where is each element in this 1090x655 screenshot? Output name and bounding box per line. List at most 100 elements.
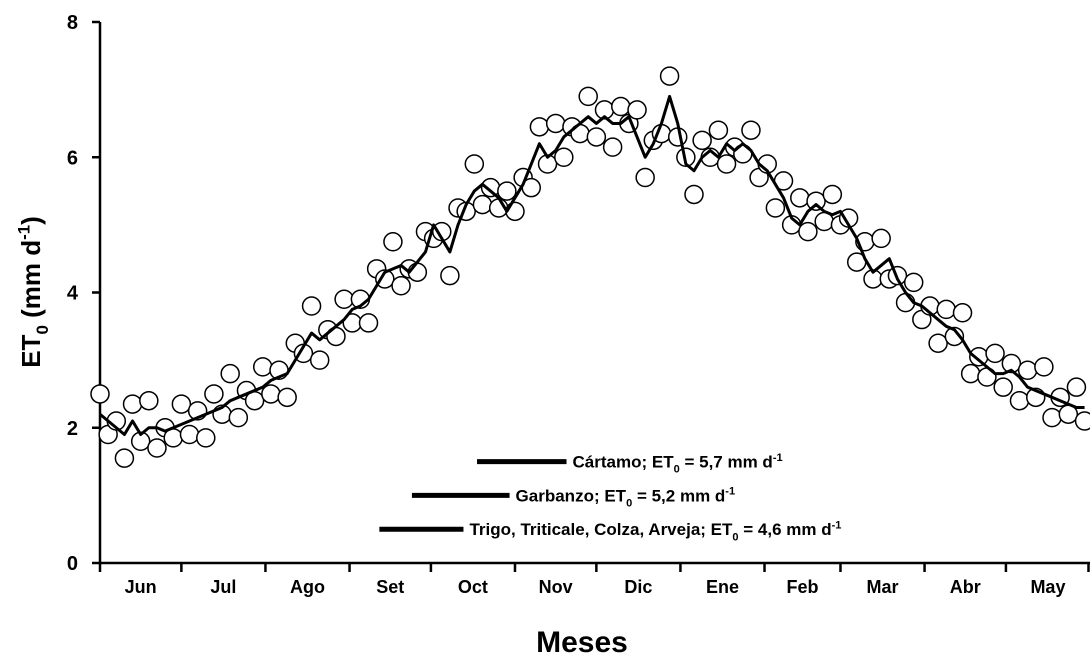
point (505, 201, 525, 222)
point (171, 394, 192, 414)
point (798, 221, 818, 242)
annotation: Cártamo; ET0 = 5,7 mm d-1 (573, 452, 783, 476)
point (684, 184, 704, 205)
text-part: Garbanzo; ET (516, 486, 627, 505)
point (301, 296, 322, 316)
point (993, 377, 1013, 397)
point (1001, 353, 1022, 374)
point (1074, 411, 1090, 431)
point (464, 154, 485, 174)
point (952, 303, 973, 323)
text-sub: 0 (626, 497, 632, 509)
point (472, 194, 493, 215)
point (790, 188, 810, 208)
point (497, 181, 517, 201)
text-sup: -1 (832, 519, 842, 531)
point (741, 120, 761, 140)
x-tick-label: Abr (950, 577, 981, 597)
point (220, 363, 240, 384)
point (277, 387, 297, 408)
x-tick-label: Ene (706, 577, 739, 597)
annotation: Trigo, Triticale, Colza, Arveja; ET0 = 4… (469, 519, 841, 543)
point (611, 96, 631, 117)
point (871, 228, 891, 249)
point (90, 384, 110, 404)
point (1017, 360, 1038, 381)
x-tick-label: Set (376, 577, 404, 597)
x-tick-label: Dic (624, 577, 652, 597)
x-tick-label: May (1030, 577, 1065, 597)
point (903, 272, 924, 293)
point (204, 384, 224, 404)
x-tick-label: Ago (290, 577, 325, 597)
point (1042, 407, 1062, 428)
x-tick-label: Jul (210, 577, 236, 597)
point (529, 117, 550, 137)
point (928, 333, 948, 353)
annotation: Garbanzo; ET0 = 5,2 mm d-1 (516, 486, 736, 510)
point (391, 275, 411, 296)
text-sup: -1 (15, 225, 34, 240)
x-tick-label: Feb (786, 577, 818, 597)
text-sup: -1 (725, 486, 735, 498)
point (545, 113, 566, 134)
point (960, 363, 981, 384)
point (578, 86, 598, 107)
point (985, 343, 1005, 364)
x-tick-label: Mar (866, 577, 898, 597)
y-tick-label: 6 (67, 147, 78, 169)
point (147, 438, 167, 458)
point (228, 407, 249, 428)
point (708, 120, 729, 140)
point (659, 66, 680, 86)
text-part: = 4,6 mm d (739, 520, 832, 539)
point (440, 265, 460, 286)
point (309, 350, 330, 370)
text-part: ) (16, 216, 46, 225)
point (1009, 390, 1030, 411)
point (114, 448, 135, 468)
point (139, 390, 159, 411)
point (334, 289, 354, 310)
text-part: (mm d (16, 240, 46, 325)
point (122, 394, 143, 414)
text-sub: 0 (33, 325, 52, 334)
point (179, 424, 200, 445)
text-part: = 5,7 mm d (680, 453, 773, 472)
point (944, 326, 965, 347)
text-part: = 5,2 mm d (632, 486, 725, 505)
point (196, 428, 216, 448)
x-tick-label: Nov (539, 577, 573, 597)
point (358, 313, 379, 333)
point (554, 147, 574, 167)
text-sup: -1 (773, 452, 783, 464)
x-axis-title: Meses (536, 626, 628, 655)
y-tick-label: 4 (67, 283, 79, 305)
point (375, 269, 395, 289)
point (936, 299, 956, 320)
y-tick-label: 2 (67, 418, 78, 440)
y-axis-title: ET0 (mm d-1) (15, 216, 52, 368)
point (261, 384, 281, 404)
point (765, 198, 786, 218)
point (252, 357, 273, 377)
y-tick-label: 8 (67, 12, 78, 34)
x-tick-label: Jun (125, 577, 157, 597)
text-part: Trigo, Triticale, Colza, Arveja; ET (469, 520, 733, 539)
point (635, 167, 655, 188)
point (822, 184, 843, 205)
line (99, 94, 1085, 437)
point (1034, 357, 1054, 377)
point (716, 154, 737, 174)
point (806, 191, 826, 211)
point (692, 130, 712, 151)
point (1066, 377, 1087, 397)
text-sub: 0 (732, 531, 738, 543)
point (627, 100, 647, 120)
text-part: ET (16, 334, 46, 367)
text-part: Cártamo; ET (573, 453, 675, 472)
y-tick-label: 0 (67, 553, 78, 575)
x-tick-label: Oct (458, 577, 488, 597)
point (383, 232, 403, 252)
